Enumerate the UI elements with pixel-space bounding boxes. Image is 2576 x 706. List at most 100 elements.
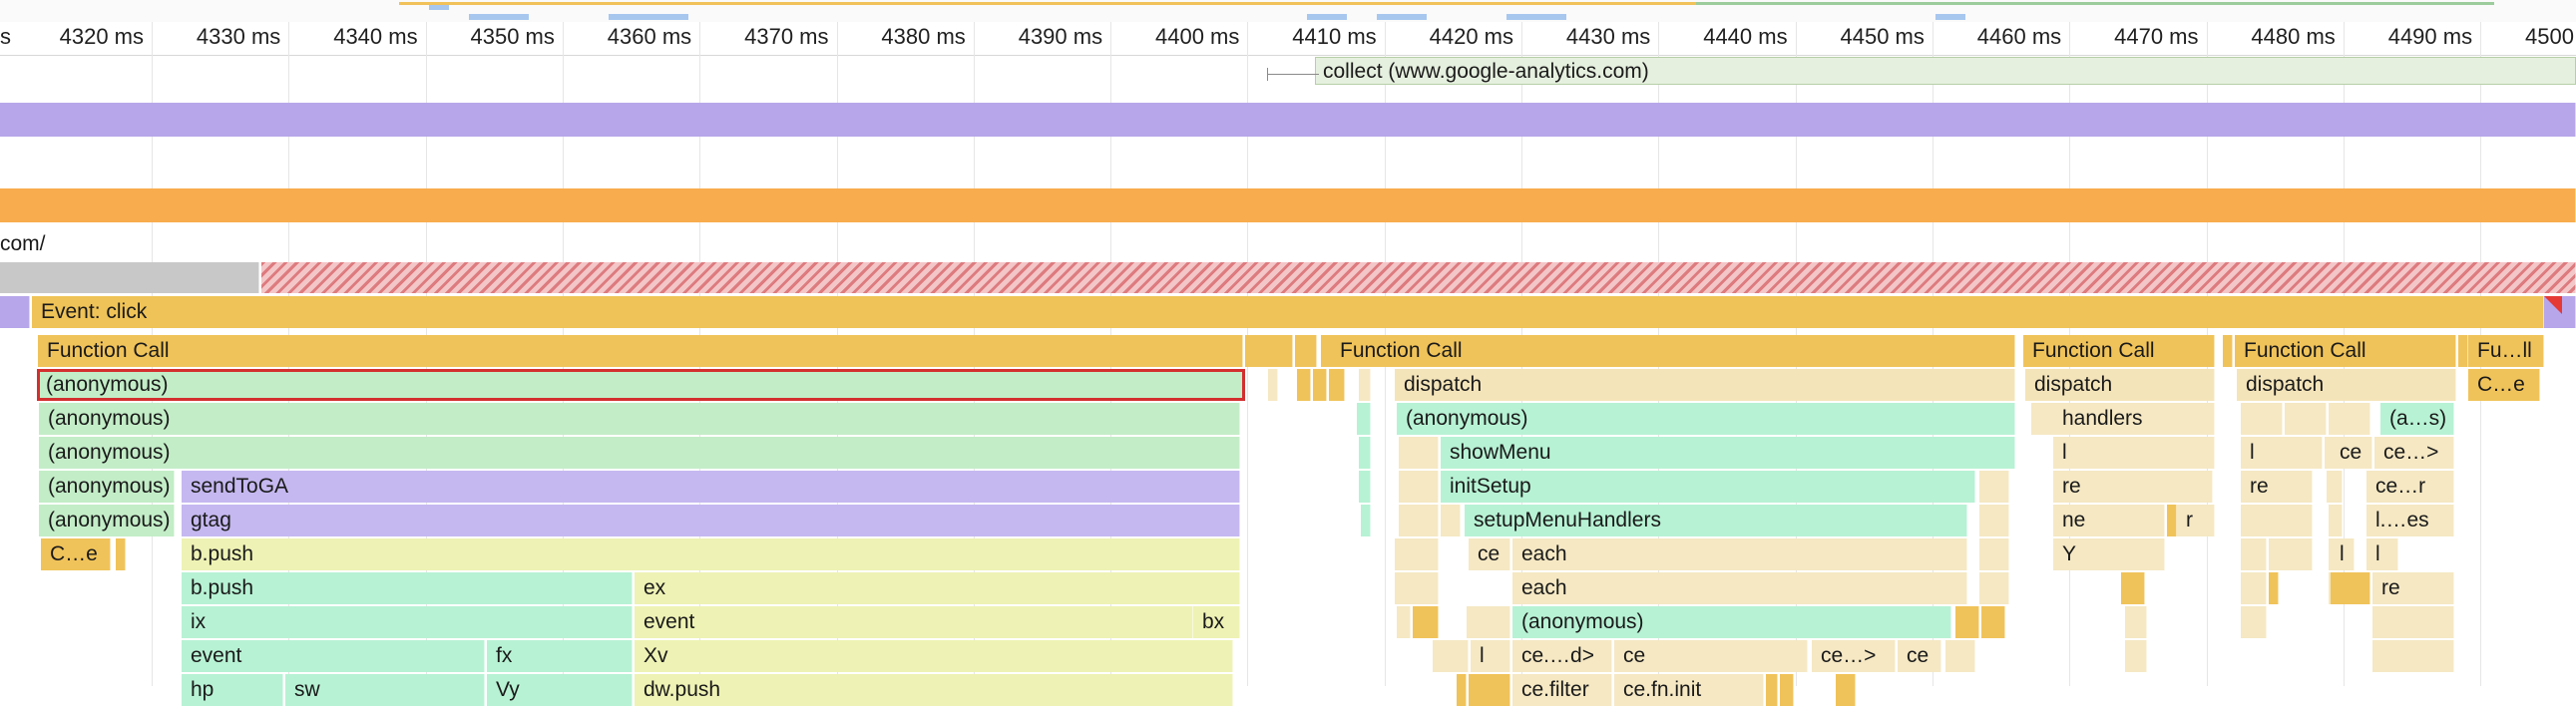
call-ce[interactable]: ce	[1614, 640, 1808, 672]
call-each[interactable]: each	[1512, 538, 1967, 570]
call-tiny[interactable]	[1399, 505, 1439, 536]
call-setupMenuHandlers[interactable]: setupMenuHandlers	[1465, 505, 1967, 536]
call-tiny[interactable]	[1357, 403, 1371, 435]
call-ce-r[interactable]: ce…r	[2366, 471, 2454, 503]
call-tiny[interactable]	[2372, 606, 2454, 638]
call-tiny[interactable]	[1469, 674, 1510, 706]
function-call-bar[interactable]: Function Call	[2023, 335, 2215, 367]
call-tiny[interactable]	[2329, 403, 2370, 435]
call-handlers[interactable]: handlers	[2053, 403, 2215, 435]
call-tiny[interactable]	[1979, 471, 2009, 503]
call-l[interactable]: l	[2053, 437, 2215, 469]
call-bx[interactable]: bx	[1193, 606, 1240, 638]
call-tiny[interactable]	[1945, 640, 1975, 672]
call-tiny[interactable]	[1359, 471, 1371, 503]
call-tiny[interactable]	[2125, 640, 2147, 672]
call-re[interactable]: re	[2372, 572, 2454, 604]
call-ce-arrow[interactable]: ce…>	[2374, 437, 2454, 469]
call-tiny[interactable]	[1780, 674, 1794, 706]
call-ce[interactable]: ce	[1469, 538, 1510, 570]
call-tiny[interactable]	[2331, 572, 2370, 604]
call-tiny[interactable]	[2269, 538, 2313, 570]
call-sendToGA[interactable]: sendToGA	[182, 471, 1240, 503]
call-tiny[interactable]	[2327, 471, 2343, 503]
call-tiny[interactable]	[116, 538, 126, 570]
event-click-bar[interactable]: Event: click	[32, 296, 2544, 328]
call-each[interactable]: each	[1512, 572, 1967, 604]
call-tiny[interactable]	[1433, 640, 1469, 672]
call-l-es[interactable]: l.…es	[2366, 505, 2454, 536]
call-tiny[interactable]	[1329, 369, 1345, 401]
function-call-bar[interactable]: Fu…ll	[2468, 335, 2544, 367]
call-anonymous[interactable]: (anonymous)	[39, 403, 1240, 435]
call-dispatch[interactable]: dispatch	[2237, 369, 2456, 401]
call-anonymous[interactable]: (anonymous)	[1512, 606, 1951, 638]
call-ce-d[interactable]: ce.…d>	[1512, 640, 1612, 672]
call-sw[interactable]: sw	[285, 674, 485, 706]
time-ruler[interactable]: s 4320 ms 4330 ms 4340 ms 4350 ms 4360 ms 437…	[0, 22, 2576, 56]
call-tiny[interactable]	[1397, 606, 1411, 638]
function-call-bar[interactable]	[1295, 335, 1317, 367]
function-call-bar[interactable]	[2458, 335, 2468, 367]
call-ce-arrow[interactable]: ce…>	[1812, 640, 1896, 672]
call-tiny[interactable]	[1313, 369, 1327, 401]
call-l[interactable]: l	[2331, 538, 2355, 570]
call-l[interactable]: l	[1471, 640, 1510, 672]
call-dispatch[interactable]: dispatch	[1395, 369, 2015, 401]
call-tiny[interactable]	[1457, 674, 1467, 706]
call-ce[interactable]: ce	[1898, 640, 1941, 672]
call-b-push[interactable]: b.push	[182, 572, 633, 604]
call-tiny[interactable]	[1268, 369, 1278, 401]
call-a-s[interactable]: (a…s)	[2380, 403, 2454, 435]
call-anonymous-selected[interactable]: (anonymous)	[37, 369, 1245, 401]
call-tiny[interactable]	[1399, 437, 1439, 469]
call-tiny[interactable]	[1395, 538, 1439, 570]
call-c-e[interactable]: C…e	[41, 538, 111, 570]
call-event[interactable]: event	[182, 640, 485, 672]
call-tiny[interactable]	[1297, 369, 1311, 401]
call-tiny[interactable]	[1981, 606, 2005, 638]
call-tiny[interactable]	[1467, 606, 1510, 638]
call-tiny[interactable]	[1395, 572, 1439, 604]
call-tiny[interactable]	[2167, 505, 2177, 536]
call-c-e[interactable]: C…e	[2468, 369, 2540, 401]
call-ce-filter[interactable]: ce.filter	[1512, 674, 1612, 706]
call-r[interactable]: r	[2177, 505, 2215, 536]
call-tiny[interactable]	[2121, 572, 2145, 604]
function-call-bar[interactable]: Function Call	[2235, 335, 2456, 367]
call-tiny[interactable]	[1399, 471, 1439, 503]
long-task-overtime[interactable]	[261, 262, 2576, 293]
call-fx[interactable]: fx	[487, 640, 633, 672]
call-tiny[interactable]	[1361, 505, 1371, 536]
call-tiny[interactable]	[2285, 403, 2327, 435]
call-y[interactable]: Y	[2053, 538, 2165, 570]
call-l[interactable]: l	[2241, 437, 2323, 469]
call-anonymous[interactable]: (anonymous)	[39, 471, 175, 503]
call-showMenu[interactable]: showMenu	[1441, 437, 2015, 469]
call-tiny[interactable]	[1441, 505, 1461, 536]
call-anonymous[interactable]: (anonymous)	[1397, 403, 2015, 435]
call-b-push[interactable]: b.push	[182, 538, 1240, 570]
call-ce[interactable]: ce	[2331, 437, 2372, 469]
call-tiny[interactable]	[2241, 538, 2267, 570]
call-tiny[interactable]	[1836, 674, 1856, 706]
call-tiny[interactable]	[1359, 437, 1371, 469]
network-request-collect[interactable]: collect (www.google-analytics.com)	[1315, 57, 2576, 85]
call-tiny[interactable]	[1979, 572, 2009, 604]
call-anonymous[interactable]: (anonymous)	[39, 437, 1240, 469]
call-ce-fn-init[interactable]: ce.fn.init	[1614, 674, 1764, 706]
call-initSetup[interactable]: initSetup	[1441, 471, 1975, 503]
call-ix[interactable]: ix	[182, 606, 633, 638]
call-tiny[interactable]	[2241, 606, 2267, 638]
call-xv[interactable]: Xv	[635, 640, 1233, 672]
call-tiny[interactable]	[1766, 674, 1778, 706]
call-dw-push[interactable]: dw.push	[635, 674, 1233, 706]
function-call-bar[interactable]: Function Call	[38, 335, 1243, 367]
call-vy[interactable]: Vy	[487, 674, 633, 706]
call-dispatch[interactable]: dispatch	[2025, 369, 2215, 401]
function-call-bar[interactable]: Function Call	[1331, 335, 2015, 367]
call-event[interactable]: event	[635, 606, 1193, 638]
call-tiny[interactable]	[1979, 505, 2009, 536]
call-tiny[interactable]	[2241, 403, 2283, 435]
